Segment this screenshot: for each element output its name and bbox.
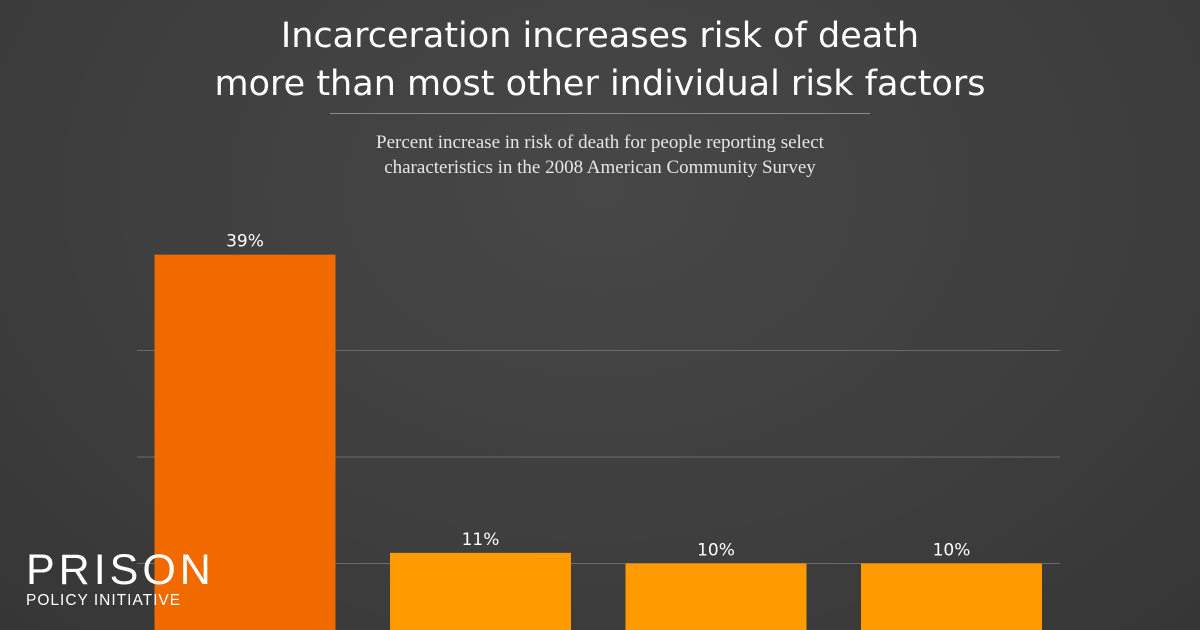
chart-title: Incarceration increases risk of death mo… — [0, 12, 1200, 108]
chart-title-line-1: Incarceration increases risk of death — [280, 16, 920, 56]
chart-subtitle: Percent increase in risk of death for pe… — [0, 130, 1200, 180]
chart-subtitle-line-2: characteristics in the 2008 American Com… — [384, 157, 816, 178]
bar-2-value-label: 11% — [462, 530, 500, 550]
bar-4-value-label: 10% — [933, 541, 971, 561]
bar-3-value-label: 10% — [697, 541, 735, 561]
bar-2 — [390, 552, 571, 630]
bar-4 — [861, 563, 1042, 630]
chart-title-line-2: more than most other individual risk fac… — [214, 64, 986, 104]
logo-line-1: PRISON — [26, 546, 215, 594]
bar-3 — [625, 563, 807, 630]
prison-policy-initiative-logo: PRISON POLICY INITIATIVE — [26, 548, 215, 610]
title-divider — [330, 113, 870, 114]
chart-subtitle-line-1: Percent increase in risk of death for pe… — [376, 132, 824, 153]
bar-1 — [154, 254, 336, 630]
bar-1-value-label: 39% — [226, 232, 264, 252]
logo-line-2: POLICY INITIATIVE — [26, 592, 182, 609]
